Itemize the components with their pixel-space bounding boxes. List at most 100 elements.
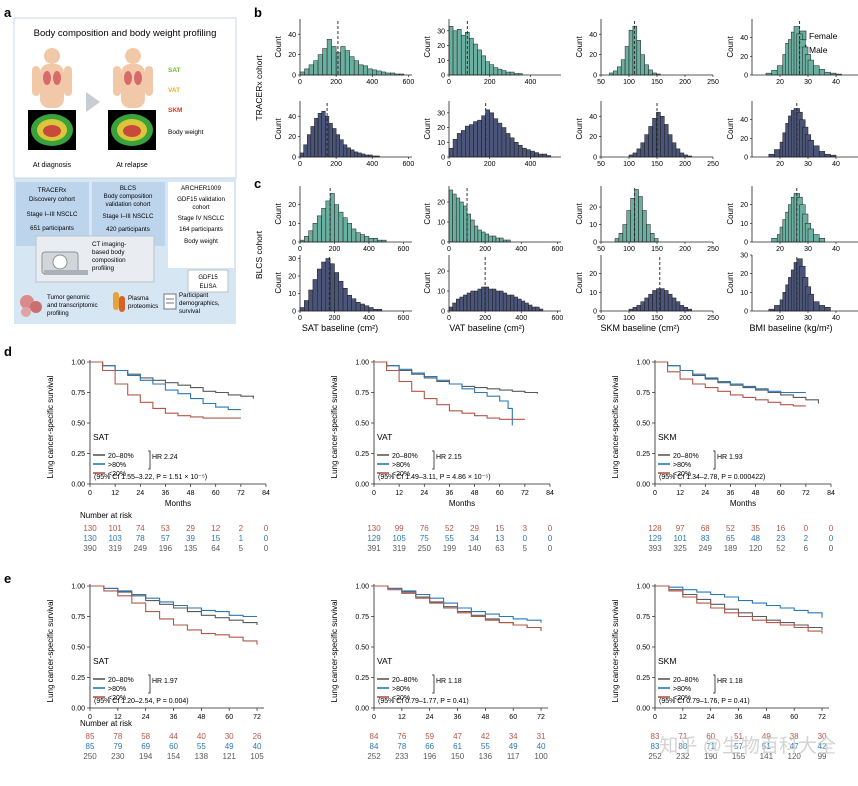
km-curve-2 (374, 361, 525, 420)
risk-cell: 101 (673, 534, 687, 543)
blcs-row-label: BLCS cohort (254, 230, 264, 279)
hist-xtick-label: 30 (804, 79, 812, 86)
km-curve-1 (374, 585, 542, 623)
hist-bar (470, 290, 475, 312)
hist-bar (648, 69, 653, 76)
km-legend-bg (91, 673, 247, 704)
hist-bar (308, 230, 314, 243)
hist-ytick-label: 0 (744, 155, 748, 162)
hist-bar (342, 288, 348, 312)
km-legend-bg (375, 449, 533, 480)
hist-bar (367, 68, 373, 76)
ct-slice-relapse (108, 110, 156, 150)
panel-c-letter: c (254, 176, 261, 191)
km-xtick-label: 72 (537, 714, 545, 721)
risk-cell: 29 (470, 524, 479, 533)
km-xtick-label: 60 (790, 714, 798, 721)
demographics-text: Participant demographics, survival (179, 292, 220, 315)
km-xtick-label: 72 (521, 490, 529, 497)
km-xtick-label: 12 (114, 714, 122, 721)
histogram-c-sat-male: 0 10 20 30 0 200 400 600 Count (274, 255, 412, 322)
hist-ytick-label: 20 (589, 205, 597, 212)
hist-ytick-label: 10 (589, 290, 597, 297)
hist-ylabel: Count (274, 118, 283, 140)
km-ytick-label: 0.00 (636, 482, 650, 489)
hist-ytick-label: 0 (292, 240, 296, 247)
hist-bar (824, 307, 831, 312)
hist-ytick-label: 40 (589, 114, 597, 121)
risk-cell: 84 (370, 732, 379, 741)
hist-bar (325, 200, 331, 243)
caption-at-diagnosis: At diagnosis (33, 162, 72, 169)
hist-xtick-label: 600 (552, 246, 564, 253)
hist-bar (466, 213, 471, 243)
panel-d-letter: d (4, 344, 12, 359)
blcs-box (92, 182, 165, 246)
risk-cell: 68 (701, 524, 710, 533)
risk-cell: 196 (423, 752, 437, 761)
risk-cell: 135 (184, 544, 198, 553)
hist-bar (638, 196, 643, 243)
km-ytick-label: 0.25 (355, 675, 369, 682)
km-legend-label: 20–80% (673, 677, 699, 684)
risk-cell: 136 (479, 752, 493, 761)
gdf15-line: GDF15 (198, 275, 218, 281)
hist-bar (329, 193, 335, 243)
km-xtick-label: 24 (142, 714, 150, 721)
tracerx-box (16, 182, 89, 246)
km-legend-label: >80% (673, 686, 691, 693)
tracerx-row-label: TRACERx cohort (254, 55, 264, 121)
km-xtick-label: 0 (88, 490, 92, 497)
hist-xtick-label: 150 (651, 79, 663, 86)
risk-cell: 189 (724, 544, 738, 553)
hist-bar (474, 290, 479, 312)
km-ylabel: Lung cancer-specific survival (611, 599, 620, 702)
risk-cell: 117 (507, 752, 520, 761)
km-legend-label: <20% (673, 471, 691, 478)
risk-cell: 391 (367, 544, 381, 553)
hist-bar (636, 148, 642, 158)
hist-ytick-label: 10 (437, 289, 445, 296)
hist-ylabel: Count (575, 118, 584, 140)
hist-bar (310, 126, 315, 158)
hist-xtick-label: 20 (776, 161, 784, 168)
km-hr-label: HR 2.24 (152, 454, 178, 461)
risk-cell: 130 (83, 524, 97, 533)
hist-ytick-label: 20 (288, 274, 296, 281)
risk-cell: 100 (534, 752, 548, 761)
hist-bar (522, 147, 527, 158)
hist-bar (317, 54, 323, 76)
hist-ytick-label: 0 (744, 73, 748, 80)
risk-cell: 30 (225, 732, 234, 741)
km-xtick-label: 12 (679, 714, 687, 721)
risk-cell: 48 (751, 534, 760, 543)
hist-bar (818, 238, 826, 243)
km-curve-2 (90, 361, 241, 419)
risk-cell: 120 (788, 752, 802, 761)
hist-bar (358, 64, 364, 76)
risk-cell: 83 (651, 732, 660, 741)
hist-xtick-label: 30 (804, 315, 812, 322)
hist-xtick-label: 100 (623, 246, 635, 253)
hist-bar (818, 151, 826, 158)
risk-cell: 69 (141, 742, 150, 751)
km-xtick-label: 48 (762, 714, 770, 721)
risk-cell: 12 (211, 524, 220, 533)
km-curve-2 (374, 585, 542, 632)
hist-bar (644, 297, 649, 312)
hist-bar (505, 133, 511, 158)
hist-xtick-label: 50 (597, 315, 605, 322)
hist-bar (636, 40, 642, 76)
hist-bar (452, 139, 458, 158)
km-hr-label: HR 1.18 (436, 678, 462, 685)
hist-xtick-label: 200 (479, 315, 491, 322)
hist-bar (334, 204, 340, 243)
hist-bar (347, 295, 352, 312)
hist-bar (364, 236, 370, 243)
risk-cell: 31 (537, 732, 546, 741)
km-xtick-label: 0 (653, 490, 657, 497)
km-ci-label: (95% CI 1.55–3.22, P = 1.51 × 10⁻⁵) (94, 474, 207, 481)
risk-cell: 29 (186, 524, 195, 533)
km-hr-label: HR 1.97 (152, 678, 178, 685)
